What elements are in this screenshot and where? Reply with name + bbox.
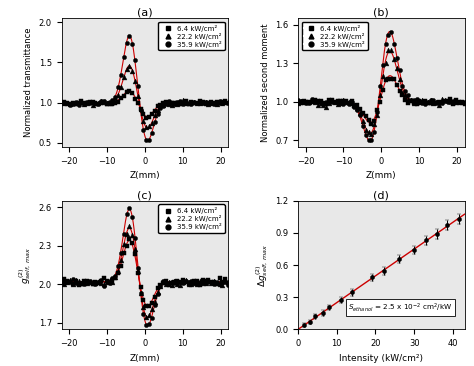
X-axis label: Intensity (kW/cm²): Intensity (kW/cm²) xyxy=(339,354,423,363)
Legend: 6.4 kW/cm², 22.2 kW/cm², 35.9 kW/cm²: 6.4 kW/cm², 22.2 kW/cm², 35.9 kW/cm² xyxy=(301,22,368,51)
Title: (d): (d) xyxy=(374,190,389,200)
Y-axis label: $g_{self,\,max}^{(2)}$: $g_{self,\,max}^{(2)}$ xyxy=(18,247,33,284)
Title: (c): (c) xyxy=(137,190,152,200)
X-axis label: Z(mm): Z(mm) xyxy=(129,354,160,363)
Text: $S_{ethanol}$ = 2.5 x 10$^{-2}$ cm$^2$/kW: $S_{ethanol}$ = 2.5 x 10$^{-2}$ cm$^2$/k… xyxy=(348,302,453,314)
Y-axis label: Normalized transmittance: Normalized transmittance xyxy=(24,28,33,137)
Title: (a): (a) xyxy=(137,8,153,18)
Legend: 6.4 kW/cm², 22.2 kW/cm², 35.9 kW/cm²: 6.4 kW/cm², 22.2 kW/cm², 35.9 kW/cm² xyxy=(158,22,225,51)
X-axis label: Z(mm): Z(mm) xyxy=(129,171,160,180)
Title: (b): (b) xyxy=(374,8,389,18)
Y-axis label: Normalized second moment: Normalized second moment xyxy=(261,23,270,142)
X-axis label: Z(mm): Z(mm) xyxy=(366,171,397,180)
Legend: 6.4 kW/cm², 22.2 kW/cm², 35.9 kW/cm²: 6.4 kW/cm², 22.2 kW/cm², 35.9 kW/cm² xyxy=(158,204,225,233)
Y-axis label: $\Delta g_{self,\,max}^{(2)}$: $\Delta g_{self,\,max}^{(2)}$ xyxy=(254,244,270,287)
